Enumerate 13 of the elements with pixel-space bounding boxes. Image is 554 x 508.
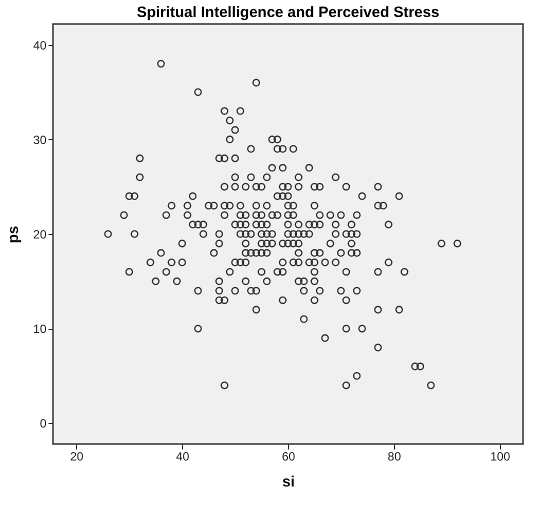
y-tick-label: 20 [33,228,47,242]
y-tick-label: 40 [33,38,47,52]
y-axis-title: ps [5,226,22,244]
y-tick-label: 10 [33,322,47,336]
x-tick-label: 40 [176,450,190,464]
y-tick-label: 0 [40,416,47,431]
y-tick-label: 30 [33,132,47,147]
x-tick-label: 20 [70,450,84,464]
x-tick-label: 100 [490,450,511,464]
x-tick-label: 80 [388,450,402,464]
x-axis-title: si [282,474,295,490]
x-tick-label: 60 [282,450,296,464]
chart-title: Spiritual Intelligence and Perceived Stress [136,4,440,21]
